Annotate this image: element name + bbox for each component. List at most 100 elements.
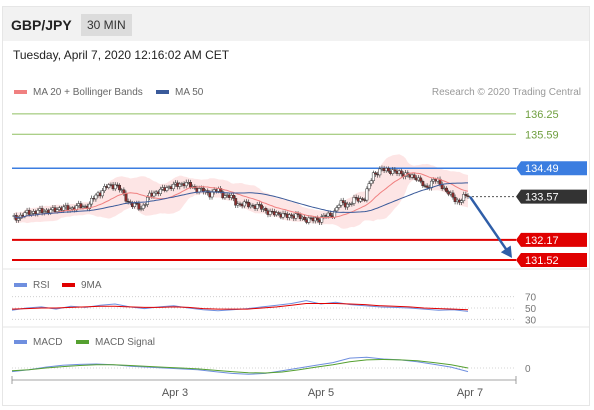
candle <box>234 198 238 206</box>
candle <box>268 210 272 215</box>
candle <box>113 184 117 190</box>
candle <box>346 203 349 208</box>
forecast-arrow <box>468 195 510 253</box>
legend-swatch <box>14 283 27 287</box>
candle <box>251 204 255 207</box>
level-tag <box>516 232 587 247</box>
legend-swatch <box>156 90 169 94</box>
currency-pair-label: GBP/JPY <box>11 17 72 33</box>
candle <box>361 198 365 201</box>
candle <box>341 200 345 204</box>
candle <box>369 180 373 184</box>
candle <box>307 217 311 223</box>
candle <box>87 203 91 210</box>
candle <box>354 197 358 199</box>
candle <box>386 168 390 172</box>
rsi-tick-label: 70 <box>525 293 537 304</box>
candle <box>141 204 145 209</box>
legend-label: RSI <box>33 280 50 291</box>
candle <box>122 189 126 194</box>
candle <box>264 208 268 212</box>
candle <box>315 217 319 221</box>
candle <box>451 192 455 198</box>
candle <box>100 190 104 197</box>
level-tag <box>516 161 587 176</box>
candle <box>298 214 302 220</box>
candle <box>283 213 287 215</box>
x-tick-label: Apr 5 <box>308 387 334 399</box>
candle <box>453 196 457 202</box>
candle <box>412 174 416 179</box>
candle <box>374 172 377 175</box>
candle <box>40 208 44 214</box>
level-label: 136.25 <box>525 109 559 121</box>
candle <box>328 212 332 217</box>
rsi-line <box>11 300 469 312</box>
candle <box>378 168 382 176</box>
candle <box>290 214 294 217</box>
rsi-ma-line <box>11 303 469 311</box>
candle <box>335 207 339 212</box>
candle <box>90 198 94 205</box>
candle <box>165 187 169 191</box>
candle <box>281 213 285 218</box>
x-tick-label: Apr 7 <box>457 387 483 399</box>
candle <box>247 201 251 208</box>
rsi-tick-label: 30 <box>525 315 537 326</box>
candle <box>419 177 423 182</box>
candle <box>178 183 182 187</box>
legend-swatch <box>14 90 27 94</box>
level-label: 134.49 <box>525 163 559 175</box>
candle <box>146 197 149 205</box>
legend-swatch <box>76 340 89 344</box>
candle <box>189 182 192 188</box>
candle <box>320 216 324 223</box>
candle <box>29 213 33 215</box>
candle <box>462 194 466 201</box>
candle <box>464 194 468 196</box>
candle <box>42 211 46 214</box>
ma50-line <box>13 182 468 219</box>
legend-label: MA 50 <box>175 87 204 98</box>
candle <box>152 192 156 197</box>
candle <box>393 169 397 172</box>
level-label: 132.17 <box>525 235 559 247</box>
level-tag <box>516 252 587 267</box>
candle <box>55 209 59 212</box>
forecast-arrow-head <box>500 245 512 258</box>
candle <box>260 204 263 210</box>
candle <box>242 201 246 207</box>
candle <box>399 170 403 175</box>
candle <box>255 204 259 209</box>
candle <box>367 183 371 190</box>
candle <box>62 206 66 211</box>
candle <box>184 182 188 187</box>
candle <box>118 184 121 191</box>
candle <box>139 208 143 210</box>
candle <box>133 203 137 207</box>
candle <box>27 210 31 215</box>
candle <box>137 203 141 210</box>
legend-swatch <box>14 340 27 344</box>
candle <box>352 197 356 204</box>
chart-header: GBP/JPY 30 MIN <box>3 7 589 41</box>
timeframe-button[interactable]: 30 MIN <box>81 14 132 36</box>
candle <box>232 194 235 199</box>
candle <box>294 213 298 219</box>
macd-signal-line <box>11 358 469 374</box>
candle <box>103 186 106 192</box>
candle <box>391 169 395 174</box>
candle <box>337 204 341 208</box>
chart-datetime: Tuesday, April 7, 2020 12:16:02 AM CET <box>13 48 230 62</box>
candle <box>210 191 214 198</box>
candle <box>425 185 429 188</box>
level-label: 135.59 <box>525 129 559 141</box>
ma20-line <box>13 172 469 219</box>
candle <box>296 213 300 216</box>
candle <box>94 194 98 200</box>
source-credit: Research © 2020 Trading Central <box>432 87 581 98</box>
x-tick-label: Apr 3 <box>162 387 188 399</box>
candle <box>143 204 147 206</box>
candle <box>223 195 227 199</box>
candle <box>171 183 175 189</box>
